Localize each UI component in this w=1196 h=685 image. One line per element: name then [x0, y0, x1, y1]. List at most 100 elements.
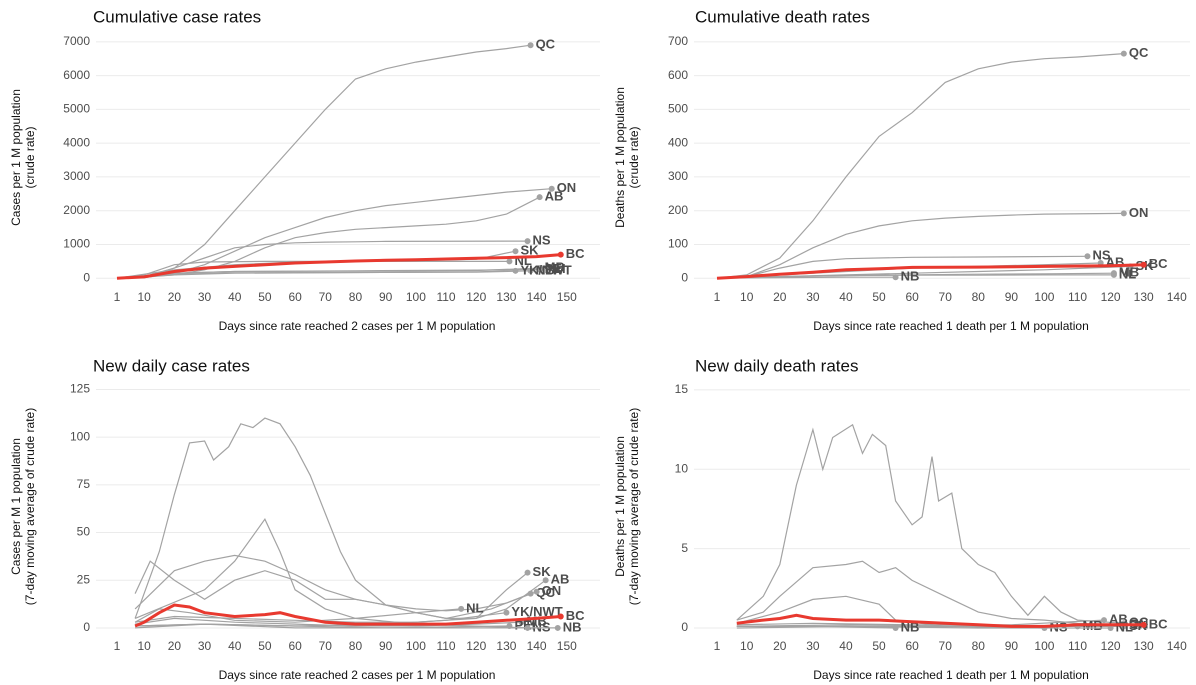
x-tick-label: 100 — [406, 290, 426, 304]
y-axis-title: Deaths per 1 M population — [613, 87, 627, 228]
x-tick-label: 80 — [972, 290, 986, 304]
x-tick-label: 60 — [288, 290, 302, 304]
panel-title: Cumulative case rates — [93, 7, 261, 26]
end-point — [1107, 625, 1114, 632]
series-label: BC — [1149, 616, 1168, 631]
x-tick-label: 130 — [496, 290, 516, 304]
x-axis-title: Days since rate reached 2 cases per 1 M … — [219, 319, 496, 333]
series-label: QC — [536, 37, 556, 52]
x-tick-label: 50 — [258, 639, 272, 653]
series-line — [134, 554, 537, 612]
x-tick-label: 50 — [258, 290, 272, 304]
series-label: MB — [545, 260, 565, 275]
x-tick-label: 90 — [379, 290, 393, 304]
y-tick-label: 25 — [77, 572, 91, 586]
end-point — [536, 194, 543, 201]
series-line — [134, 603, 561, 628]
series-line — [134, 518, 528, 629]
x-tick-label: 40 — [228, 290, 242, 304]
end-point — [892, 274, 899, 281]
series-label: NB — [536, 262, 555, 277]
x-tick-label: 1 — [714, 290, 721, 304]
y-tick-label: 75 — [77, 477, 91, 491]
series-label: AB — [545, 189, 564, 204]
y-tick-label: 15 — [675, 382, 689, 396]
series-line — [716, 53, 1124, 279]
end-point — [512, 267, 519, 274]
series-label: YK/NWT — [511, 604, 562, 619]
x-tick-label: 90 — [1005, 290, 1019, 304]
series-label: SK — [520, 243, 539, 258]
x-tick-label: 20 — [168, 290, 182, 304]
series-label: BC — [566, 608, 585, 623]
y-tick-label: 2000 — [63, 203, 90, 217]
series-label: PEI — [545, 261, 566, 276]
y-tick-label: 125 — [70, 382, 90, 396]
x-tick-label: 1 — [714, 639, 721, 653]
end-point — [892, 625, 899, 632]
y-tick-label: 100 — [70, 429, 90, 443]
y-axis-title: (crude rate) — [627, 126, 641, 188]
y-axis-title: (crude rate) — [23, 126, 37, 188]
series-line — [116, 44, 531, 279]
y-tick-label: 300 — [668, 169, 688, 183]
series-label: MB — [1119, 265, 1139, 280]
end-point — [536, 265, 543, 272]
series-line — [736, 625, 1111, 629]
series-label: NS — [533, 233, 551, 248]
y-tick-label: 5000 — [63, 102, 90, 116]
end-point — [554, 624, 561, 631]
x-tick-label: 150 — [557, 290, 577, 304]
y-tick-label: 50 — [77, 525, 91, 539]
series-line — [716, 212, 1124, 279]
end-point — [548, 185, 555, 192]
series-label: AB — [551, 572, 570, 587]
x-tick-label: 1 — [114, 639, 121, 653]
end-point — [458, 605, 465, 612]
series-line — [135, 623, 558, 629]
y-axis-title: (7-day moving average of crude rate) — [627, 408, 641, 605]
series-line — [716, 263, 1144, 280]
series-line — [736, 560, 1124, 626]
series-label: QC — [536, 585, 556, 600]
y-tick-label: 1000 — [63, 237, 90, 251]
y-tick-label: 200 — [668, 203, 688, 217]
series-line — [116, 188, 552, 279]
x-tick-label: 30 — [198, 639, 212, 653]
x-tick-label: 140 — [527, 290, 547, 304]
series-label: NL — [1119, 266, 1136, 281]
x-tick-label: 70 — [939, 639, 953, 653]
y-tick-label: 400 — [668, 135, 688, 149]
series-label: AB — [1109, 612, 1128, 627]
series-label: NS — [533, 619, 551, 634]
series-label: ON — [557, 180, 577, 195]
x-tick-label: 1 — [114, 290, 121, 304]
end-point — [1140, 261, 1147, 268]
end-point — [557, 251, 564, 258]
x-tick-label: 110 — [436, 639, 455, 653]
x-tick-label: 140 — [527, 639, 547, 653]
end-point — [557, 613, 564, 620]
panel-title: New daily death rates — [695, 356, 858, 375]
x-tick-label: 50 — [872, 639, 886, 653]
x-tick-label: 80 — [972, 639, 986, 653]
series-line — [736, 625, 896, 629]
y-tick-label: 10 — [675, 461, 689, 475]
series-label: NL — [466, 600, 483, 615]
panel-title: Cumulative death rates — [695, 7, 870, 26]
series-label: NL — [1116, 619, 1133, 634]
end-point — [1120, 210, 1127, 217]
y-tick-label: 100 — [668, 237, 688, 251]
series-label: BC — [1149, 256, 1168, 271]
x-tick-label: 130 — [1134, 290, 1154, 304]
end-point — [533, 588, 540, 595]
end-point — [1110, 271, 1117, 278]
series-line — [736, 595, 1045, 629]
x-tick-label: 130 — [1134, 639, 1154, 653]
y-tick-label: 6000 — [63, 68, 90, 82]
x-tick-label: 70 — [319, 290, 333, 304]
y-axis-title: (7-day moving average of crude rate) — [23, 408, 37, 605]
x-tick-label: 80 — [349, 290, 363, 304]
x-tick-label: 60 — [288, 639, 302, 653]
x-tick-label: 40 — [228, 639, 242, 653]
